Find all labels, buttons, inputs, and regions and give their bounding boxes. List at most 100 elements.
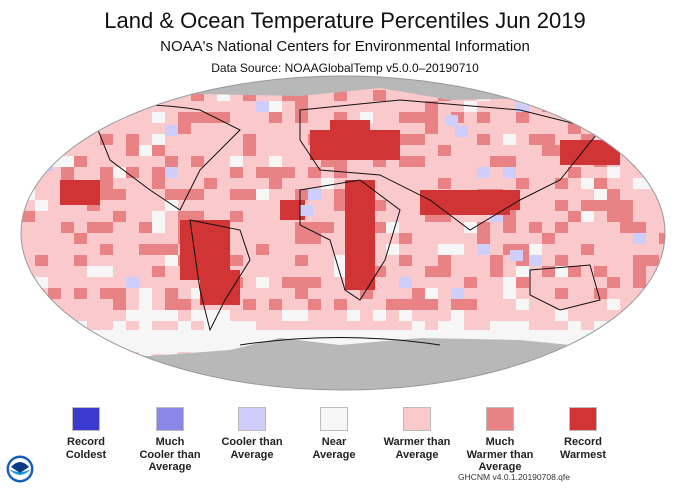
legend-label: Much Cooler than Average — [120, 436, 220, 474]
grid-cell — [295, 255, 308, 266]
grid-cell — [295, 189, 308, 200]
grid-cell — [633, 222, 646, 233]
grid-cell — [243, 90, 256, 101]
legend-label-line: Average — [478, 461, 522, 473]
grid-cell — [425, 101, 438, 112]
legend-label: Warmer than Average — [367, 436, 467, 461]
grid-cell — [451, 244, 464, 255]
grid-cell — [74, 255, 87, 266]
grid-cell — [633, 266, 646, 277]
grid-cell — [594, 189, 607, 200]
data-source: Data Source: NOAAGlobalTemp v5.0.0–20190… — [211, 61, 479, 75]
grid-cell — [633, 365, 646, 376]
grid-cell — [646, 332, 659, 343]
grid-cell — [438, 255, 451, 266]
grid-cell — [152, 145, 165, 156]
legend-swatch — [72, 407, 100, 431]
grid-cell — [87, 222, 100, 233]
grid-cell — [568, 365, 581, 376]
grid-cell — [425, 112, 438, 123]
legend-swatch — [156, 407, 184, 431]
grid-cell — [74, 343, 87, 354]
grid-cell — [334, 167, 347, 178]
record-warm-region — [345, 180, 375, 290]
grid-cell — [61, 332, 74, 343]
noaa-logo — [6, 455, 34, 483]
grid-cell — [646, 167, 659, 178]
grid-cell — [100, 167, 113, 178]
grid-cell — [282, 167, 295, 178]
grid-cell — [412, 112, 425, 123]
grid-cell — [308, 233, 321, 244]
grid-cell — [48, 156, 61, 167]
grid-cell — [490, 255, 503, 266]
grid-cell — [477, 112, 490, 123]
grid-cell — [87, 112, 100, 123]
world-map — [20, 75, 666, 391]
legend-label-line: Average — [395, 448, 439, 461]
grid-cell — [399, 134, 412, 145]
grid-cell — [191, 189, 204, 200]
grid-cell — [425, 123, 438, 134]
grid-cell — [412, 321, 425, 332]
grid-cell — [516, 266, 529, 277]
grid-cell — [308, 277, 321, 288]
grid-cell — [633, 299, 646, 310]
legend-label-line: Warmest — [559, 448, 607, 461]
grid-cell — [516, 321, 529, 332]
grid-cell — [35, 200, 48, 211]
grid-cell — [399, 112, 412, 123]
grid-cell — [204, 310, 217, 321]
grid-cell — [373, 266, 386, 277]
grid-cell — [61, 222, 74, 233]
grid-cell — [503, 321, 516, 332]
grid-cell — [113, 288, 126, 299]
grid-cell — [204, 112, 217, 123]
grid-cell — [74, 365, 87, 376]
grid-cell — [607, 200, 620, 211]
grid-cell — [620, 222, 633, 233]
grid-cell — [555, 354, 568, 365]
grid-cell — [113, 321, 126, 332]
grid-cell — [100, 365, 113, 376]
legend-label-line: Much — [485, 436, 515, 448]
grid-cell — [334, 266, 347, 277]
grid-cell — [165, 167, 178, 178]
grid-cell — [503, 156, 516, 167]
grid-cell — [568, 90, 581, 101]
grid-cell — [451, 299, 464, 310]
grid-cell — [607, 376, 620, 387]
grid-cell — [412, 134, 425, 145]
grid-cell — [399, 310, 412, 321]
grid-cell — [139, 321, 152, 332]
grid-cell — [74, 288, 87, 299]
grid-cell — [464, 299, 477, 310]
continent-outline — [299, 99, 601, 231]
grid-cell — [555, 288, 568, 299]
grid-cell — [230, 167, 243, 178]
grid-cell — [100, 244, 113, 255]
legend-label: Record Coldest — [36, 436, 136, 461]
grid-cell — [35, 255, 48, 266]
grid-cell — [113, 211, 126, 222]
grid-cell — [113, 376, 126, 387]
legend-label-line: Coldest — [65, 448, 107, 461]
legend-swatch — [569, 407, 597, 431]
legend-label-line: Record — [67, 436, 105, 448]
grid-cell — [230, 211, 243, 222]
grid-cell — [191, 211, 204, 222]
grid-cell — [243, 321, 256, 332]
cool-cell — [510, 250, 523, 261]
legend-swatch — [403, 407, 431, 431]
grid-cell — [269, 156, 282, 167]
grid-cell — [74, 233, 87, 244]
grid-cell — [633, 321, 646, 332]
grid-cell — [607, 354, 620, 365]
grid-cell — [659, 365, 665, 376]
grid-cell — [516, 299, 529, 310]
grid-cell — [568, 266, 581, 277]
grid-cell — [477, 233, 490, 244]
grid-cell — [334, 299, 347, 310]
grid-cell — [555, 200, 568, 211]
grid-cell — [48, 332, 61, 343]
